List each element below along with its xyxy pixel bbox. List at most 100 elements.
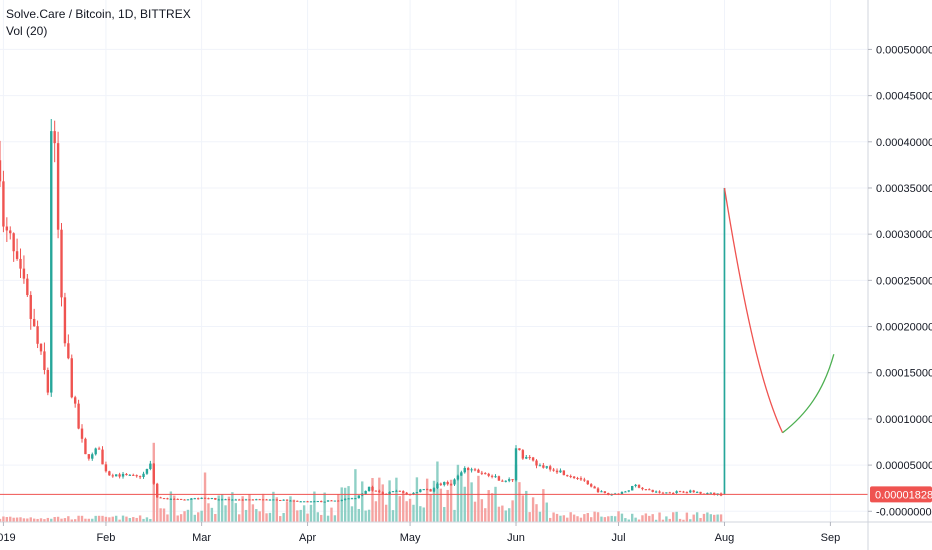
volume-bar: [641, 515, 644, 522]
candle-body: [238, 499, 241, 501]
candle-body: [723, 187, 726, 495]
volume-bar: [617, 511, 620, 522]
volume-bar: [292, 499, 296, 522]
candle-body: [265, 499, 268, 501]
time-axis[interactable]: 2019 Feb Mar Apr May Jun Jul Aug Sep: [0, 521, 932, 544]
candle-body: [593, 486, 596, 489]
volume-bar: [97, 515, 101, 522]
candle-body: [118, 474, 121, 477]
candle-body: [333, 500, 337, 502]
symbol-title[interactable]: Solve.Care / Bitcoin, 1D, BITTREX: [6, 7, 191, 21]
volume-bar: [719, 514, 723, 522]
candle-body: [398, 490, 402, 492]
candle-body: [343, 498, 347, 500]
candle-body: [248, 499, 251, 501]
volume-bar: [53, 517, 56, 522]
candle-body: [415, 492, 419, 494]
candle-body: [159, 497, 162, 499]
price-axis[interactable]: 0.00050000 0.00045000 0.00040000 0.00035000…: [867, 0, 932, 550]
candle-body: [470, 469, 473, 471]
volume-bar: [121, 515, 125, 522]
candle-body: [542, 465, 545, 468]
candle-body: [121, 473, 125, 477]
volume-bar: [272, 491, 275, 522]
volume-bar: [682, 519, 685, 522]
volume-bar: [104, 516, 108, 522]
candle-body: [302, 501, 306, 503]
volume-bar: [279, 516, 282, 522]
volume-bar: [610, 515, 613, 522]
volume-bar: [94, 515, 97, 522]
volume-bar: [593, 511, 596, 522]
candle-body: [67, 343, 70, 359]
candle-body: [337, 500, 340, 502]
volume-bar: [306, 513, 309, 522]
volume-bar: [361, 481, 364, 522]
volume-bar: [494, 486, 497, 522]
volume-bar: [354, 469, 357, 522]
volume-bar: [19, 517, 22, 522]
last-price-label: 0.00001828: [875, 489, 932, 501]
chart-legend: Solve.Care / Bitcoin, 1D, BITTREX Vol (2…: [6, 6, 191, 40]
volume-bar: [12, 517, 15, 522]
candle-body: [422, 489, 425, 491]
candle-body: [511, 479, 514, 481]
volume-bar: [302, 505, 306, 522]
volume-bar: [169, 491, 173, 522]
volume-bar: [46, 517, 50, 522]
volume-bar: [576, 516, 579, 522]
volume-bar: [603, 517, 607, 522]
volume-indicator-label[interactable]: Vol (20): [6, 24, 48, 38]
candle-body: [518, 448, 521, 451]
volume-bar: [419, 506, 422, 522]
candle-body: [682, 491, 685, 493]
candlesticks: [0, 118, 726, 503]
candle-body: [5, 226, 9, 231]
candle-body: [36, 326, 39, 344]
volume-bar: [179, 514, 183, 522]
volume-bar: [395, 477, 398, 522]
volume-bar: [408, 498, 412, 522]
candle-body: [152, 463, 155, 484]
candle-body: [200, 497, 203, 499]
x-tick-label: Jun: [507, 532, 525, 544]
volume-bar: [501, 505, 504, 522]
volume-bar: [114, 515, 118, 522]
candle-body: [251, 499, 255, 501]
volume-bar: [108, 517, 111, 522]
candle-body: [425, 489, 429, 491]
volume-bar: [631, 513, 634, 522]
candle-body: [487, 473, 490, 476]
candle-body: [371, 486, 374, 491]
candle-body: [678, 491, 682, 493]
volume-bar: [654, 519, 658, 522]
volume-bar: [477, 475, 480, 522]
candle-body: [340, 499, 343, 501]
volume-bar: [238, 514, 241, 522]
volume-bar: [449, 479, 453, 522]
candle-body: [190, 498, 193, 500]
candle-body: [166, 498, 169, 500]
volume-bar: [244, 509, 248, 522]
volume-bar: [425, 478, 429, 522]
candle-body: [9, 230, 12, 234]
volume-bar: [193, 514, 196, 522]
volume-bar: [132, 517, 135, 522]
volume-bar: [709, 514, 712, 522]
x-tick-label: Mar: [192, 532, 211, 544]
candle-body: [214, 497, 217, 500]
y-tick-label: 0.00050000: [876, 44, 932, 56]
volume-bar: [504, 510, 507, 522]
volume-bar: [507, 508, 511, 522]
volume-bar: [176, 515, 179, 522]
volume-bar: [142, 518, 145, 522]
candle-body: [661, 492, 665, 494]
y-tick-label: 0.00010000: [876, 414, 932, 426]
candle-body: [446, 482, 449, 485]
volume-bar: [91, 518, 94, 522]
volume-bar: [374, 501, 378, 522]
candle-body: [364, 490, 367, 494]
candle-body: [456, 475, 460, 480]
volume-bar: [470, 482, 473, 522]
